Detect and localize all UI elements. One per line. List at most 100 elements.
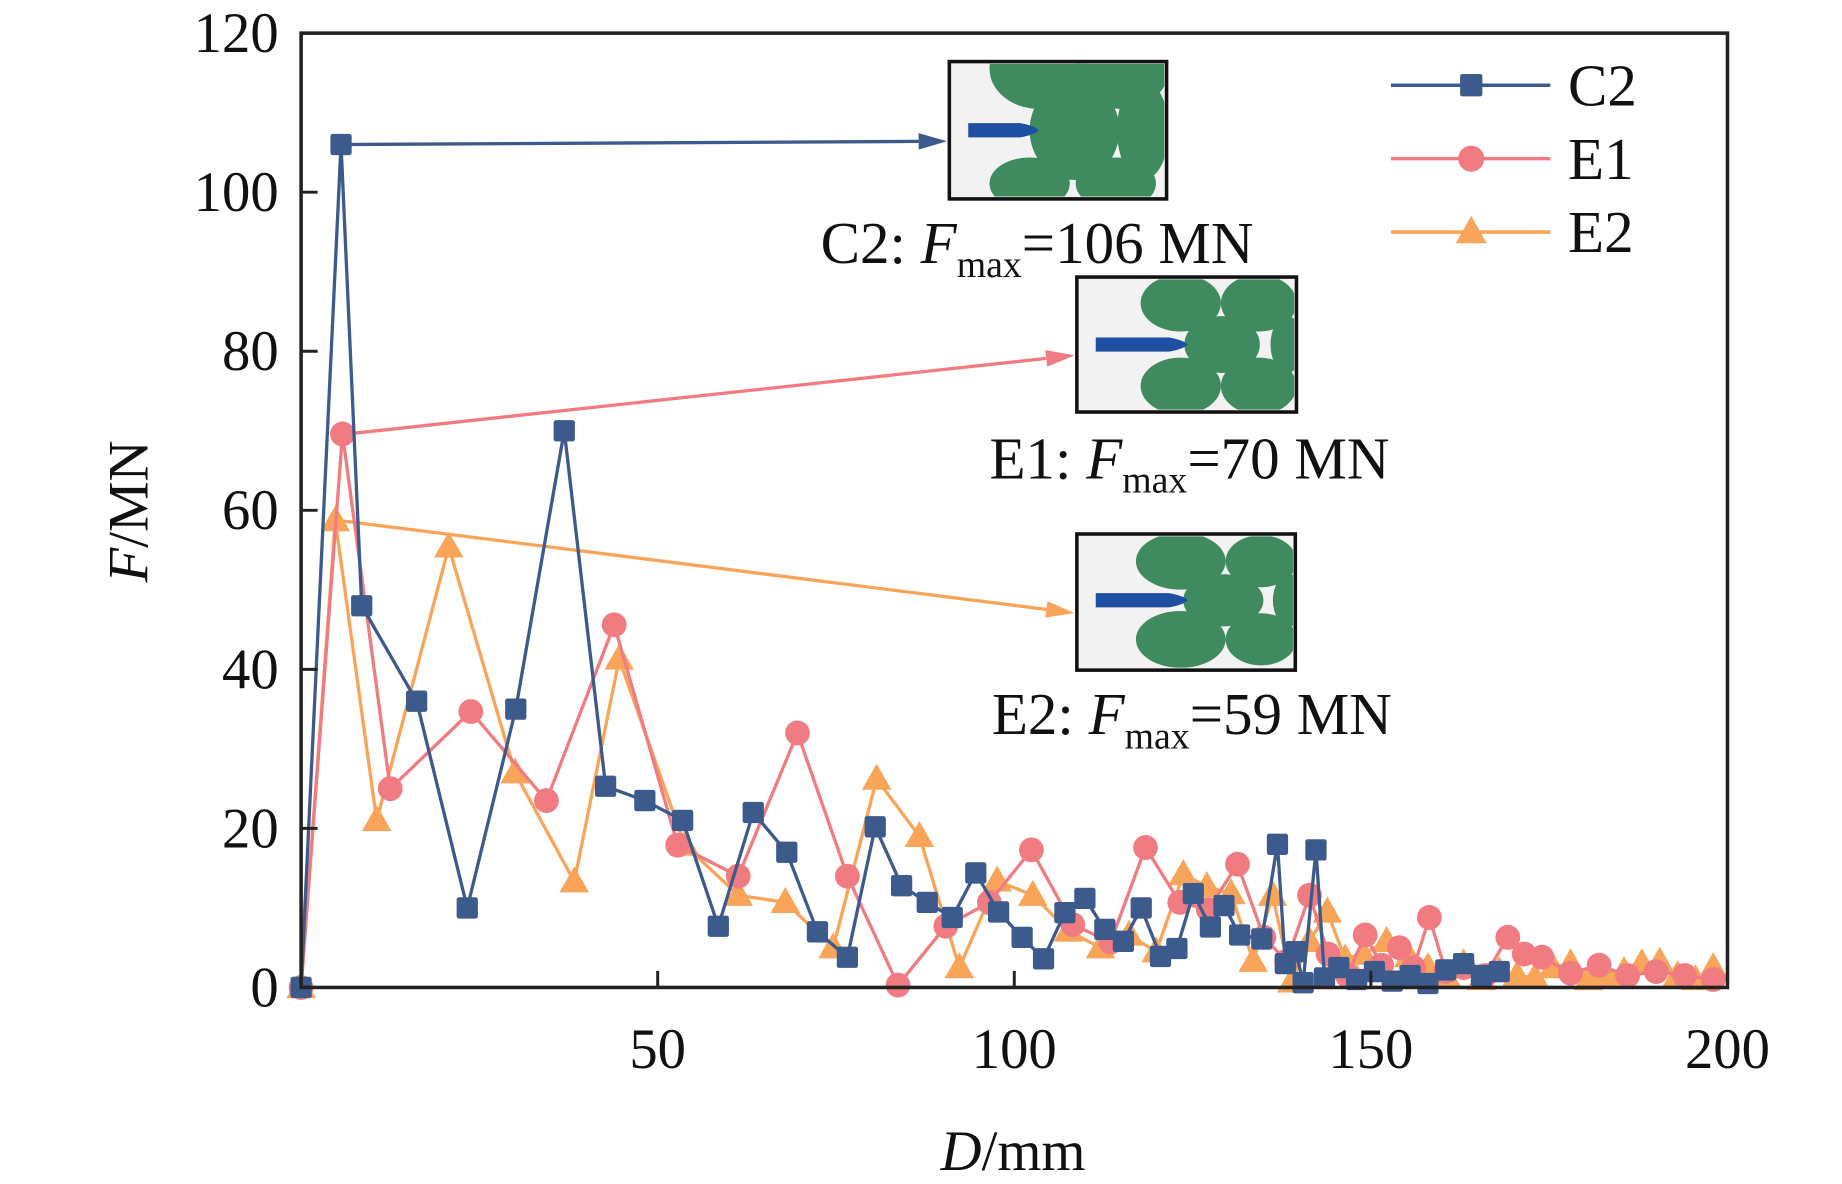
series-C2 — [290, 133, 1510, 999]
data-point-C2 — [916, 891, 938, 914]
data-point-C2 — [987, 901, 1010, 923]
legend-label: C2 — [1568, 52, 1637, 118]
data-point-C2 — [707, 915, 729, 937]
data-point-C2 — [1266, 833, 1289, 855]
data-point-E1 — [1133, 835, 1158, 860]
data-point-C2 — [406, 690, 428, 712]
particle — [1270, 316, 1295, 373]
arrow-head-C2 — [918, 133, 947, 150]
data-point-E1 — [1672, 963, 1698, 988]
data-point-C2 — [1285, 941, 1307, 963]
data-point-E1 — [1495, 924, 1521, 950]
particle — [1029, 80, 1120, 180]
y-axis-title: F/MN — [98, 440, 161, 583]
data-point-E1 — [1529, 944, 1555, 970]
data-point-C2 — [351, 595, 373, 617]
data-point-C2 — [776, 841, 798, 863]
particle — [1140, 279, 1221, 332]
data-point-C2 — [806, 921, 829, 943]
data-point-C2 — [553, 420, 575, 442]
data-point-C2 — [1488, 960, 1510, 983]
y-tick-label: 0 — [250, 956, 278, 1019]
data-point-C2 — [1305, 839, 1327, 861]
y-tick-label: 80 — [222, 320, 279, 383]
inset-C2: C2: Fmax=106 MN — [821, 59, 1254, 286]
x-tick-label: 200 — [1685, 1018, 1770, 1081]
data-point-C2 — [330, 133, 352, 156]
data-point-E1 — [1615, 963, 1641, 988]
data-point-C2 — [1435, 959, 1457, 981]
data-point-E1 — [458, 699, 484, 724]
axes: 0 20 40 60 80 100 120 50 100 150 200 — [194, 2, 1770, 1081]
data-point-C2 — [1251, 928, 1273, 950]
data-point-E2 — [861, 763, 892, 790]
legend-label: E2 — [1568, 199, 1634, 265]
inset-frame — [1075, 532, 1298, 672]
y-tick-label: 120 — [194, 2, 279, 65]
data-point-E2 — [944, 952, 975, 979]
data-point-E2 — [723, 879, 754, 906]
legend-label: E1 — [1568, 126, 1634, 192]
data-point-C2 — [864, 816, 886, 838]
arrow-line-E2 — [339, 518, 1047, 612]
data-point-C2 — [456, 897, 478, 919]
data-point-C2 — [1470, 964, 1493, 987]
y-tick-label: 100 — [194, 161, 279, 224]
cutter-tool-icon — [968, 123, 1040, 138]
data-point-C2 — [672, 809, 694, 832]
particle — [1135, 610, 1226, 668]
particle-cluster — [989, 63, 1165, 197]
series-group — [286, 133, 1728, 1000]
particle — [1220, 279, 1295, 332]
y-tick-label: 20 — [222, 797, 279, 860]
arrow-line-E1 — [347, 356, 1047, 436]
inset-frame — [947, 59, 1169, 201]
x-tick-label: 100 — [972, 1018, 1057, 1081]
data-point-C2 — [1292, 972, 1314, 994]
data-point-E2 — [1238, 945, 1268, 972]
data-point-E1 — [1225, 851, 1250, 877]
data-point-C2 — [1182, 882, 1204, 905]
data-point-E1 — [534, 788, 559, 814]
inset-frame — [1075, 275, 1299, 414]
data-point-C2 — [1363, 960, 1386, 983]
data-point-E2 — [1520, 962, 1550, 989]
legend: C2 E1 E2 — [1390, 52, 1637, 265]
data-point-E1 — [785, 720, 810, 746]
data-point-C2 — [1328, 956, 1350, 979]
data-point-E2 — [433, 531, 464, 558]
data-point-C2 — [1130, 897, 1152, 919]
particle — [1225, 536, 1293, 588]
data-point-C2 — [1345, 968, 1368, 991]
data-point-E1 — [1018, 837, 1044, 863]
data-point-C2 — [594, 775, 617, 797]
x-tick-label: 150 — [1328, 1018, 1413, 1081]
data-point-C2 — [836, 946, 859, 968]
data-point-E1 — [665, 832, 691, 858]
data-point-C2 — [890, 875, 913, 897]
annotation-label-E1: E1: Fmax=70 MN — [989, 425, 1389, 501]
arrow-line-C2 — [345, 139, 919, 147]
x-tick-label: 50 — [629, 1018, 686, 1081]
legend-item-C2: C2 — [1390, 52, 1637, 118]
data-point-C2 — [1229, 924, 1251, 946]
data-point-C2 — [1011, 926, 1033, 949]
y-tick-label: 60 — [222, 479, 279, 542]
data-point-E1 — [377, 776, 403, 802]
data-point-E2 — [361, 805, 392, 832]
particle — [1140, 357, 1221, 410]
data-point-E1 — [1387, 935, 1412, 961]
particle — [1220, 357, 1295, 410]
inset-E1: E1: Fmax=70 MN — [989, 275, 1390, 502]
data-point-E2 — [1018, 879, 1048, 906]
data-point-C2 — [634, 789, 656, 812]
data-point-C2 — [941, 906, 963, 929]
particle — [1225, 613, 1293, 666]
data-point-C2 — [1166, 937, 1188, 960]
data-point-C2 — [1399, 964, 1421, 987]
data-point-E2 — [770, 886, 801, 914]
data-point-E1 — [1558, 960, 1583, 986]
data-point-E1 — [1297, 882, 1322, 908]
